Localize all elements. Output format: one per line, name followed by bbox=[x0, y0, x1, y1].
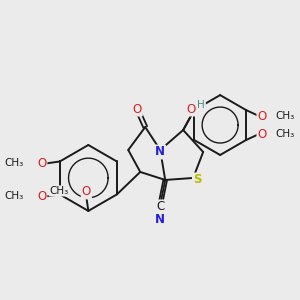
Text: O: O bbox=[187, 103, 196, 116]
Text: CH₃: CH₃ bbox=[4, 158, 24, 169]
Text: CH₃: CH₃ bbox=[275, 111, 294, 121]
Text: O: O bbox=[133, 103, 142, 116]
Text: H: H bbox=[197, 100, 205, 110]
Text: CH₃: CH₃ bbox=[49, 186, 68, 196]
Text: O: O bbox=[37, 157, 46, 170]
Text: O: O bbox=[82, 185, 91, 198]
Text: CH₃: CH₃ bbox=[4, 191, 24, 201]
Text: O: O bbox=[257, 110, 267, 123]
Text: N: N bbox=[155, 146, 165, 158]
Text: O: O bbox=[257, 128, 267, 140]
Text: O: O bbox=[37, 190, 46, 203]
Text: CH₃: CH₃ bbox=[275, 129, 294, 139]
Text: S: S bbox=[193, 173, 201, 187]
Text: C: C bbox=[156, 200, 164, 213]
Text: N: N bbox=[155, 213, 165, 226]
